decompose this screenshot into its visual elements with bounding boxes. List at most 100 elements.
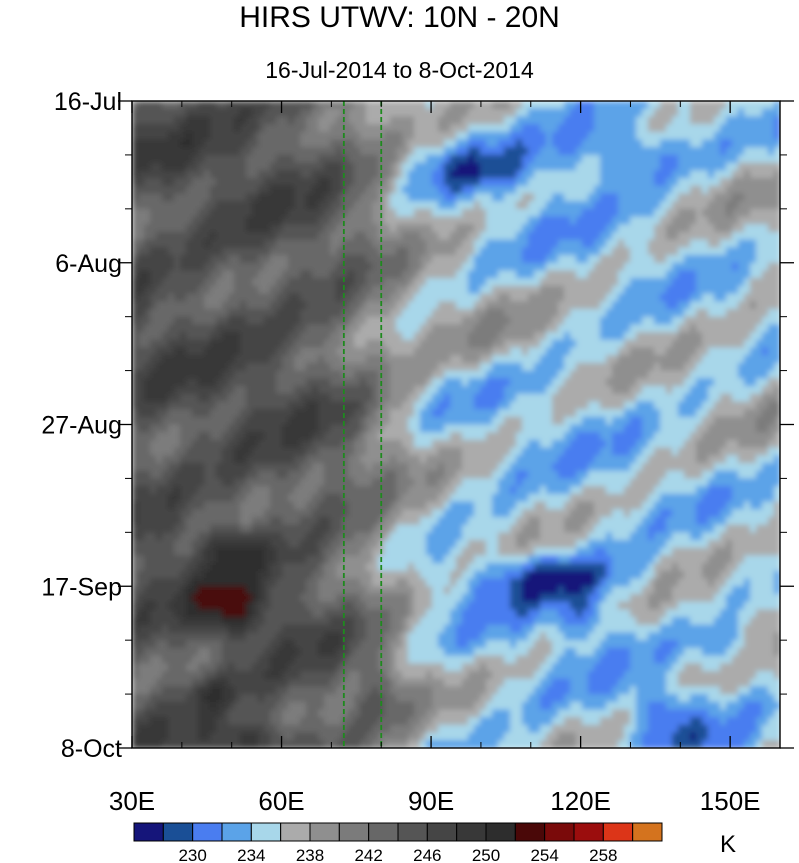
field-cell: [300, 370, 307, 380]
field-cell: [336, 216, 343, 226]
field-cell: [594, 285, 601, 295]
field-cell: [534, 208, 541, 218]
field-cell: [366, 224, 373, 233]
field-cell: [372, 370, 379, 380]
field-cell: [282, 162, 289, 172]
field-cell: [594, 131, 601, 141]
field-cell: [450, 170, 457, 179]
field-cell: [498, 139, 505, 149]
field-cell: [576, 393, 583, 403]
field-cell: [144, 270, 151, 279]
field-cell: [516, 308, 523, 318]
field-cell: [762, 162, 769, 172]
field-cell: [294, 378, 301, 387]
field-cell: [576, 178, 583, 187]
field-cell: [408, 447, 415, 457]
field-cell: [774, 347, 780, 356]
field-cell: [450, 439, 457, 449]
field-cell: [156, 262, 163, 272]
field-cell: [168, 201, 175, 210]
field-cell: [540, 339, 547, 349]
field-cell: [684, 208, 691, 218]
field-cell: [162, 201, 169, 210]
field-cell: [420, 116, 427, 125]
field-cell: [270, 355, 277, 364]
field-cell: [138, 278, 145, 287]
field-cell: [690, 224, 697, 233]
field-cell: [180, 293, 187, 303]
field-cell: [702, 393, 709, 403]
field-cell: [456, 116, 463, 125]
field-cell: [138, 324, 145, 333]
field-cell: [192, 409, 199, 418]
field-cell: [570, 332, 577, 341]
field-cell: [156, 239, 163, 249]
field-cell: [570, 385, 577, 395]
field-cell: [738, 308, 745, 318]
field-cell: [630, 293, 637, 303]
field-cell: [558, 239, 565, 249]
field-cell: [228, 301, 235, 310]
field-cell: [426, 231, 433, 241]
field-cell: [210, 447, 217, 457]
field-cell: [666, 447, 673, 457]
field-cell: [300, 224, 307, 233]
field-cell: [720, 347, 727, 356]
field-cell: [396, 154, 403, 164]
field-cell: [528, 347, 535, 356]
field-cell: [546, 293, 553, 303]
field-cell: [642, 439, 649, 449]
field-cell: [570, 293, 577, 303]
field-cell: [522, 170, 529, 179]
field-cell: [414, 239, 421, 249]
field-cell: [414, 201, 421, 210]
field-cell: [618, 147, 625, 156]
field-cell: [444, 355, 451, 364]
field-cell: [624, 116, 631, 125]
field-cell: [342, 355, 349, 364]
field-cell: [366, 178, 373, 187]
field-cell: [270, 332, 277, 341]
field-cell: [564, 147, 571, 156]
field-cell: [660, 293, 667, 303]
field-cell: [354, 201, 361, 210]
field-cell: [738, 293, 745, 303]
field-cell: [372, 154, 379, 164]
field-cell: [612, 216, 619, 226]
field-cell: [252, 439, 259, 449]
field-cell: [438, 362, 445, 372]
field-cell: [528, 270, 535, 279]
field-cell: [414, 416, 421, 426]
field-cell: [702, 101, 709, 110]
field-cell: [294, 447, 301, 457]
field-cell: [216, 224, 223, 233]
field-cell: [258, 193, 265, 202]
field-cell: [360, 116, 367, 125]
field-cell: [522, 231, 529, 241]
field-cell: [648, 409, 655, 418]
field-cell: [744, 432, 751, 441]
field-cell: [762, 170, 769, 179]
field-cell: [444, 239, 451, 249]
field-cell: [558, 378, 565, 387]
field-cell: [300, 154, 307, 164]
field-cell: [744, 339, 751, 349]
field-cell: [744, 447, 751, 457]
field-cell: [498, 447, 505, 457]
field-cell: [240, 455, 247, 464]
field-cell: [732, 332, 739, 341]
field-cell: [546, 301, 553, 310]
field-cell: [240, 370, 247, 380]
field-cell: [690, 247, 697, 256]
field-cell: [486, 231, 493, 241]
field-cell: [570, 178, 577, 187]
field-cell: [318, 270, 325, 279]
field-cell: [366, 201, 373, 210]
field-cell: [402, 324, 409, 333]
field-cell: [324, 216, 331, 226]
field-cell: [270, 255, 277, 264]
field-cell: [300, 108, 307, 118]
field-cell: [384, 409, 391, 418]
field-cell: [732, 432, 739, 441]
field-cell: [648, 147, 655, 156]
